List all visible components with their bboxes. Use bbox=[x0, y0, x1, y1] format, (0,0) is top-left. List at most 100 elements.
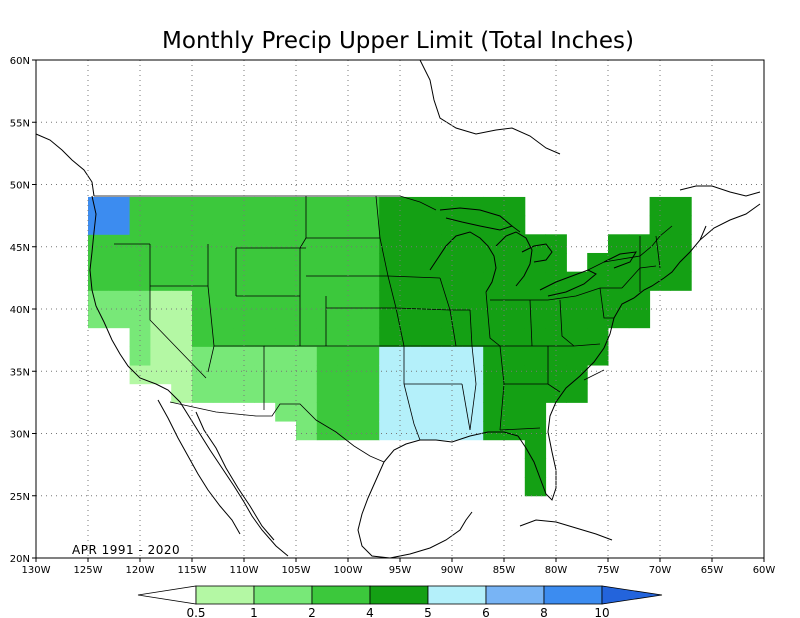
precip-cell bbox=[254, 290, 276, 310]
precip-cell bbox=[462, 365, 484, 385]
precip-cell bbox=[358, 365, 380, 385]
precip-cell bbox=[400, 196, 422, 217]
precip-cell bbox=[420, 327, 443, 347]
precip-cell bbox=[483, 196, 505, 217]
precip-cell bbox=[628, 271, 651, 291]
precip-cell bbox=[379, 309, 401, 329]
precip-cell bbox=[400, 365, 422, 385]
precip-cell bbox=[192, 290, 214, 310]
precip-cell bbox=[400, 234, 422, 254]
precip-cell bbox=[441, 365, 463, 385]
precip-cell bbox=[379, 402, 401, 422]
precip-cell bbox=[358, 234, 380, 254]
precip-cell bbox=[566, 290, 588, 310]
precip-cell bbox=[316, 196, 339, 217]
period-label: APR 1991 - 2020 bbox=[72, 543, 180, 557]
x-tick-label: 85W bbox=[493, 565, 516, 576]
legend-color-box bbox=[311, 585, 371, 605]
precip-cell bbox=[379, 365, 401, 385]
precip-cell bbox=[296, 252, 318, 273]
precip-cell bbox=[524, 365, 547, 385]
precip-cell bbox=[316, 402, 339, 422]
precip-cell bbox=[358, 252, 380, 273]
precip-cell bbox=[150, 346, 172, 366]
precip-cell bbox=[358, 215, 380, 235]
precip-cell bbox=[296, 383, 318, 403]
precip-cell bbox=[483, 402, 505, 422]
precip-cell bbox=[587, 309, 609, 329]
precip-cell bbox=[171, 271, 193, 291]
precip-cell bbox=[504, 271, 526, 291]
x-tick-label: 110W bbox=[230, 565, 259, 576]
precip-cell bbox=[566, 309, 588, 329]
precip-cell bbox=[254, 252, 276, 273]
precip-cell bbox=[420, 365, 443, 385]
legend-color-box bbox=[253, 585, 313, 605]
precip-cell bbox=[524, 252, 547, 273]
precip-cell bbox=[441, 383, 463, 403]
precip-cell bbox=[504, 421, 526, 441]
precip-cell bbox=[670, 234, 692, 254]
precip-cell bbox=[150, 196, 172, 217]
x-tick-label: 115W bbox=[178, 565, 207, 576]
precip-cell bbox=[379, 252, 401, 273]
precip-cell bbox=[275, 271, 297, 291]
precip-cell bbox=[462, 234, 484, 254]
precip-cell bbox=[441, 290, 463, 310]
x-tick-label: 75W bbox=[597, 565, 620, 576]
precip-cell bbox=[212, 234, 235, 254]
precip-cell bbox=[316, 252, 339, 273]
precip-cell bbox=[608, 252, 630, 273]
precip-cell bbox=[171, 309, 193, 329]
precip-cell bbox=[628, 290, 651, 310]
y-tick-label: 60N bbox=[10, 56, 30, 67]
precip-cell bbox=[524, 327, 547, 347]
precip-cell bbox=[150, 234, 172, 254]
precip-cell bbox=[88, 196, 110, 217]
precip-cell bbox=[129, 252, 151, 273]
precip-cell bbox=[358, 290, 380, 310]
precip-cell bbox=[254, 271, 276, 291]
precip-cell bbox=[296, 290, 318, 310]
precip-cell bbox=[670, 196, 692, 217]
precip-cell bbox=[483, 421, 505, 441]
precip-cell bbox=[171, 327, 193, 347]
x-tick-label: 125W bbox=[74, 565, 103, 576]
precip-cell bbox=[171, 252, 193, 273]
precip-cell bbox=[212, 290, 235, 310]
precip-cell bbox=[337, 365, 359, 385]
y-tick-label: 35N bbox=[10, 367, 30, 378]
precip-cell bbox=[171, 215, 193, 235]
precip-cell bbox=[212, 365, 235, 385]
precip-cell bbox=[504, 252, 526, 273]
precip-cell bbox=[233, 271, 255, 291]
precip-cell bbox=[150, 327, 172, 347]
precip-cell bbox=[545, 383, 567, 403]
axis-ticks: 130W 125W 120W 115W 110W 105W 100W 95W 90W 85W 80W… bbox=[10, 56, 776, 576]
precip-cell bbox=[524, 234, 547, 254]
precip-cell bbox=[150, 365, 172, 385]
precip-cell bbox=[88, 252, 110, 273]
precip-cell bbox=[524, 383, 547, 403]
x-tick-label: 105W bbox=[282, 565, 311, 576]
precip-cell bbox=[233, 252, 255, 273]
precip-cell bbox=[504, 383, 526, 403]
precip-cell bbox=[566, 327, 588, 347]
precip-cell bbox=[587, 252, 609, 273]
precip-cell bbox=[88, 234, 110, 254]
coastlines bbox=[35, 59, 761, 559]
x-tick-label: 120W bbox=[126, 565, 155, 576]
precip-cell bbox=[566, 365, 588, 385]
precip-cell bbox=[233, 309, 255, 329]
legend-label: 1 bbox=[250, 606, 258, 618]
precip-cell bbox=[504, 196, 526, 217]
precip-cell bbox=[233, 196, 255, 217]
y-tick-label: 25N bbox=[10, 492, 30, 503]
precip-cell bbox=[420, 290, 443, 310]
precip-cell bbox=[233, 365, 255, 385]
precip-cell bbox=[275, 196, 297, 217]
precip-cell bbox=[192, 309, 214, 329]
precip-cell bbox=[192, 252, 214, 273]
precip-cell bbox=[192, 234, 214, 254]
x-tick-label: 65W bbox=[701, 565, 724, 576]
